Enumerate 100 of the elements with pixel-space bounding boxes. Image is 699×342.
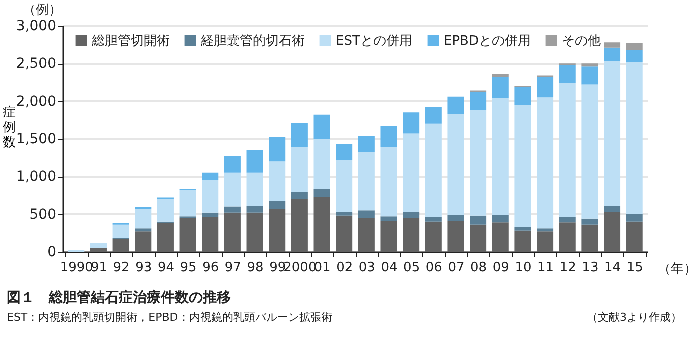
bar <box>180 190 196 217</box>
bar <box>582 84 598 219</box>
x-tick-label: 93 <box>136 260 152 276</box>
bar <box>112 224 130 238</box>
bar <box>358 210 375 218</box>
bar <box>604 206 621 212</box>
bar <box>626 222 643 252</box>
y-tick-label: 500 <box>30 206 56 223</box>
bar <box>559 217 576 223</box>
bar <box>559 83 576 218</box>
bar <box>582 218 598 225</box>
legend-label: 経胆囊管的切石術 <box>200 34 305 49</box>
bar <box>403 112 420 134</box>
x-tick-label: 92 <box>113 260 130 276</box>
bar <box>425 124 442 218</box>
text: （例） <box>23 3 62 18</box>
bar <box>246 150 264 173</box>
bar <box>135 209 152 229</box>
x-tick-label: 99 <box>270 260 286 276</box>
bar <box>157 199 174 222</box>
y-axis-title: 症例数 <box>3 106 16 150</box>
bar <box>380 216 398 222</box>
bar <box>336 160 353 212</box>
bar <box>202 212 219 218</box>
bar <box>626 50 643 62</box>
bar <box>537 77 554 98</box>
bar <box>224 172 241 207</box>
bar <box>470 216 487 225</box>
x-tick-label: 09 <box>492 260 510 276</box>
x-tick-label: 94 <box>158 260 174 276</box>
text: 図１ 総胆管結石症治療件数の推移 <box>7 289 231 306</box>
text: （文献3より作成） <box>587 311 682 324</box>
bar <box>492 74 509 78</box>
bar <box>246 206 264 213</box>
bar <box>380 126 398 148</box>
bar <box>626 43 643 50</box>
legend-label: 総胆管切開術 <box>91 34 170 49</box>
bar <box>358 136 375 153</box>
bar <box>470 110 487 216</box>
bar <box>269 162 286 202</box>
bar <box>582 224 598 252</box>
x-tick-label: 13 <box>582 260 599 276</box>
bar <box>269 209 286 252</box>
x-tick-label: 2000 <box>284 260 317 276</box>
bar <box>90 242 107 248</box>
legend-label: EPBDとの併用 <box>444 34 531 49</box>
bar <box>537 228 554 232</box>
bar <box>403 212 420 218</box>
bar <box>314 139 330 190</box>
bar <box>514 230 532 252</box>
bar <box>202 217 219 252</box>
bar <box>559 65 576 84</box>
x-tick-label: 96 <box>202 260 220 276</box>
bar <box>425 222 442 252</box>
x-tick-label: 98 <box>247 260 264 276</box>
x-tick-label: 10 <box>515 260 532 276</box>
bar <box>90 248 107 252</box>
bar <box>314 189 330 198</box>
bar <box>470 224 487 252</box>
bar <box>224 156 241 173</box>
x-tick-label: 11 <box>538 260 554 276</box>
x-tick-label: 07 <box>448 260 465 276</box>
bar <box>514 105 532 228</box>
bar <box>336 216 353 252</box>
bar <box>448 215 464 222</box>
bar <box>135 232 152 252</box>
x-tick-label: 04 <box>381 260 398 276</box>
bar <box>604 48 621 62</box>
bar <box>470 92 487 110</box>
bar <box>448 114 464 216</box>
y-tick-label: 3,000 <box>16 18 56 34</box>
bar <box>604 212 621 252</box>
bar <box>514 87 532 106</box>
bar <box>403 134 420 212</box>
bar <box>403 218 420 252</box>
x-tick-label: 08 <box>470 260 488 276</box>
bar <box>358 152 375 211</box>
bar <box>425 107 442 124</box>
bar <box>246 212 264 252</box>
legend-label: ESTとの併用 <box>336 34 412 49</box>
y-tick-label: 2,500 <box>16 56 56 72</box>
bar <box>291 147 308 192</box>
bar <box>314 114 330 139</box>
bar <box>202 172 219 180</box>
bar <box>626 62 643 214</box>
bar <box>380 221 398 252</box>
x-tick-label: 95 <box>180 260 197 276</box>
bar <box>492 98 509 216</box>
bar <box>604 42 621 48</box>
x-tick-label: 91 <box>90 260 108 276</box>
bar <box>269 137 286 162</box>
x-tick-label: 01 <box>314 260 331 276</box>
bar <box>291 192 308 200</box>
bar <box>224 206 241 213</box>
bar <box>224 212 241 252</box>
bar <box>448 96 464 114</box>
bar <box>492 215 509 223</box>
x-tick-label: 15 <box>626 260 644 276</box>
bar <box>180 218 196 252</box>
x-tick-label: 12 <box>560 260 576 276</box>
